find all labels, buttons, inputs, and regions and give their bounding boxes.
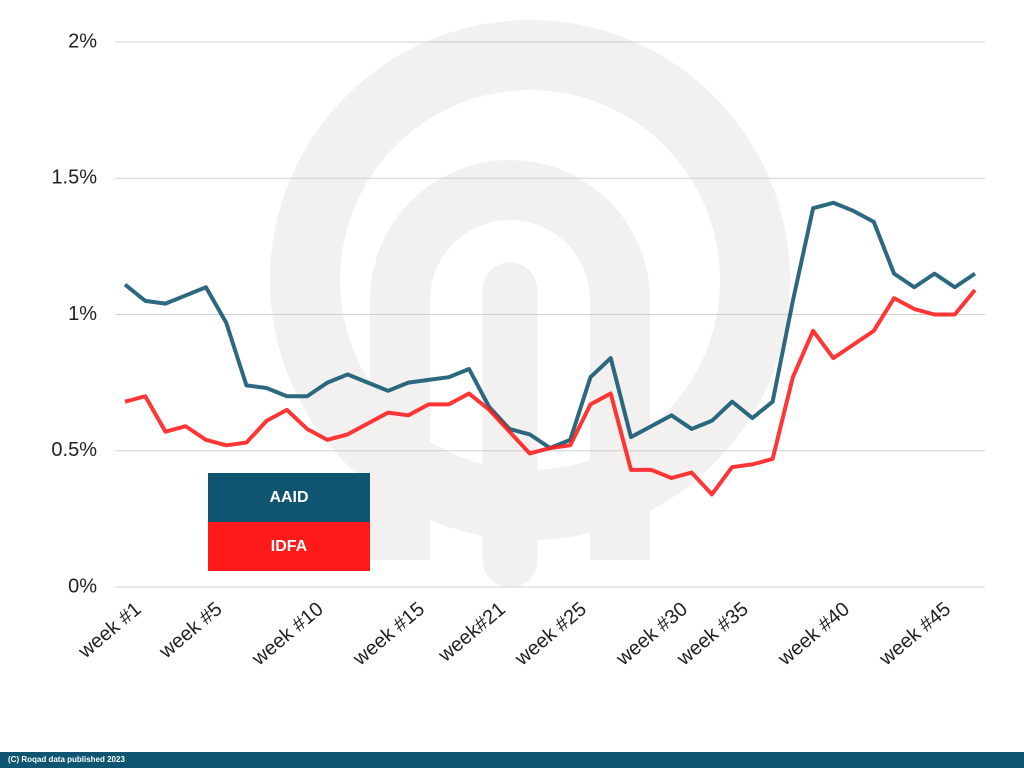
y-tick-label: 2% bbox=[68, 30, 97, 52]
x-tick-label: week #1 bbox=[74, 598, 146, 663]
footer-bar bbox=[0, 752, 1024, 768]
legend-swatch bbox=[208, 473, 370, 522]
legend-swatch bbox=[208, 522, 370, 571]
line-aaid bbox=[123, 200, 977, 451]
y-tick-label: 0.5% bbox=[51, 439, 97, 461]
legend-label: AAID bbox=[269, 489, 308, 506]
watermark-logo bbox=[270, 20, 790, 588]
y-tick-label: 0% bbox=[68, 575, 97, 597]
x-tick-label: week #10 bbox=[247, 598, 327, 671]
x-tick-label: week #5 bbox=[155, 598, 227, 663]
x-tick-label: week #25 bbox=[510, 598, 590, 671]
y-tick-label: 1.5% bbox=[51, 167, 97, 189]
x-tick-label: week #40 bbox=[773, 598, 853, 671]
footer-text: (C) Roqad data published 2023 bbox=[8, 755, 125, 764]
x-tick-label: week #15 bbox=[348, 598, 428, 671]
x-tick-label: week #45 bbox=[875, 598, 955, 671]
line-idfa bbox=[124, 288, 977, 497]
legend-label: IDFA bbox=[271, 538, 308, 555]
x-tick-label: week#21 bbox=[434, 598, 510, 667]
y-tick-label: 1% bbox=[68, 303, 97, 325]
